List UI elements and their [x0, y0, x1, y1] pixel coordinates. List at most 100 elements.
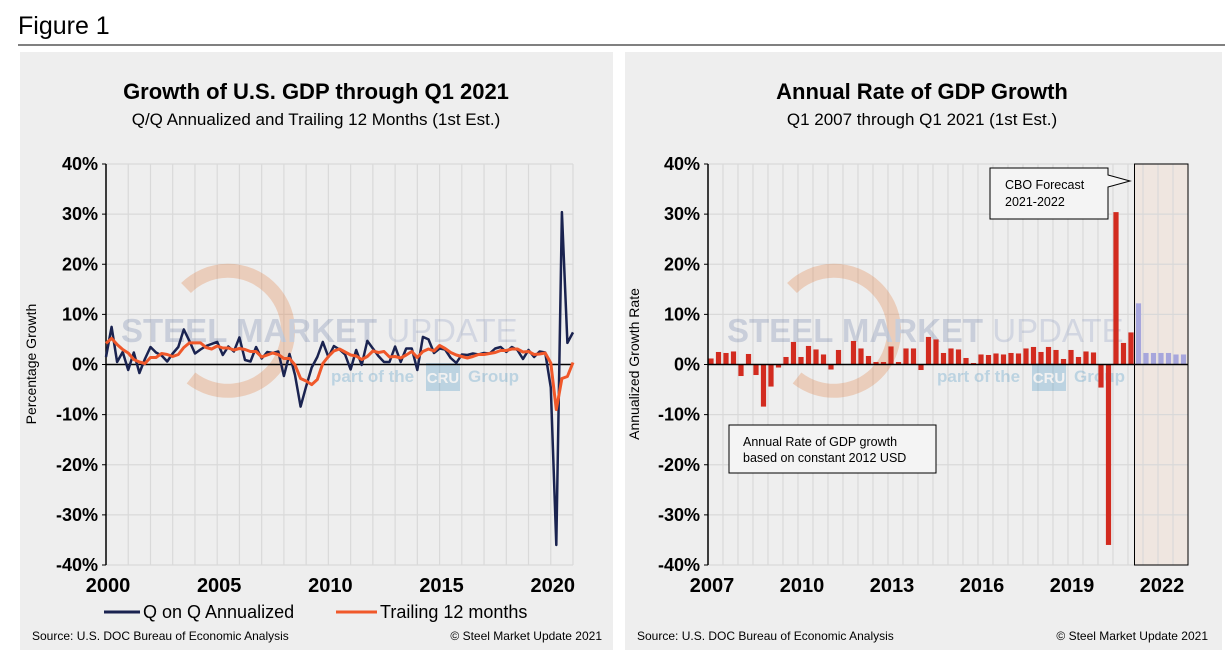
- chart-title: Annual Rate of GDP Growth: [776, 79, 1068, 104]
- bar-forecast: [1158, 352, 1164, 365]
- bar-actual: [880, 361, 887, 365]
- bar-actual: [760, 364, 767, 407]
- bar-actual: [1105, 364, 1112, 545]
- bar-actual: [1060, 358, 1067, 365]
- legend-label-qoq: Q on Q Annualized: [143, 602, 294, 622]
- bar-actual: [903, 348, 909, 365]
- x-tick-label: 2016: [960, 575, 1005, 597]
- source-note: Source: U.S. DOC Bureau of Economic Anal…: [637, 629, 894, 643]
- watermark-text: STEEL MARKET UPDATE: [121, 312, 518, 349]
- watermark-text: STEEL MARKET UPDATE: [727, 312, 1124, 349]
- right-chart-panel: Annual Rate of GDP Growth Q1 2007 throug…: [625, 52, 1222, 650]
- annotation-box: [728, 424, 937, 474]
- panel-background: [20, 52, 613, 650]
- bar-actual: [1030, 346, 1037, 365]
- bar-forecast: [1135, 303, 1142, 365]
- watermark-text: CRU: [427, 370, 460, 387]
- bar-actual: [970, 362, 977, 365]
- bar-actual: [850, 340, 857, 365]
- bar-actual: [978, 354, 984, 365]
- figure-label: Figure 1: [18, 12, 110, 40]
- copyright-note: © Steel Market Update 2021: [450, 629, 602, 643]
- y-tick-label: 10%: [664, 304, 700, 324]
- bar-actual: [1015, 353, 1022, 365]
- annotation-text: based on constant 2012 USD: [743, 451, 906, 465]
- bar-actual: [783, 356, 789, 365]
- x-tick-label: 2013: [870, 575, 915, 597]
- y-tick-label: -10%: [56, 405, 98, 425]
- bar-actual: [768, 364, 774, 387]
- bar-actual: [715, 351, 722, 365]
- bar-actual: [1008, 352, 1014, 365]
- bar-actual: [1098, 364, 1104, 388]
- bar-actual: [963, 357, 969, 365]
- bar-actual: [910, 348, 917, 365]
- x-tick-label: 2022: [1140, 575, 1185, 597]
- x-tick-label: 2015: [419, 575, 464, 597]
- copyright-note: © Steel Market Update 2021: [1056, 629, 1208, 643]
- series-line-trailing: [105, 336, 575, 412]
- y-axis-label: Percentage Growth: [23, 304, 39, 425]
- bar-actual: [858, 348, 864, 365]
- bar-actual: [723, 352, 729, 365]
- bar-actual: [888, 346, 894, 365]
- watermark-text: part of the: [331, 367, 414, 386]
- plot-area: 40% 30% 20% 10% 0% -10% -20% -30% -40% STEEL MARK…: [658, 154, 1189, 597]
- bar-actual: [1083, 351, 1089, 365]
- source-note: Source: U.S. DOC Bureau of Economic Anal…: [32, 629, 289, 643]
- bar-actual: [1023, 348, 1029, 365]
- x-tick-label: 2019: [1050, 575, 1095, 597]
- bar-actual: [753, 364, 759, 376]
- y-tick-label: -30%: [658, 505, 700, 525]
- bar-actual: [895, 361, 902, 365]
- bar-actual: [790, 341, 797, 365]
- x-tick-label: 2010: [780, 575, 825, 597]
- bar-actual: [798, 356, 804, 365]
- bar-actual: [1045, 346, 1052, 365]
- bar-forecast: [1143, 352, 1149, 365]
- forecast-callout-text: 2021-2022: [1005, 195, 1065, 209]
- bar-actual: [940, 352, 947, 365]
- bar-actual: [948, 348, 954, 365]
- y-tick-label: 0%: [72, 355, 98, 375]
- chart-title: Growth of U.S. GDP through Q1 2021: [123, 79, 509, 104]
- forecast-callout: [989, 167, 1132, 220]
- bar-actual: [955, 349, 962, 365]
- y-tick-label: 40%: [664, 154, 700, 174]
- bar-actual: [1053, 349, 1059, 365]
- bar-actual: [933, 339, 939, 365]
- chart-subtitle: Q1 2007 through Q1 2021 (1st Est.): [787, 110, 1057, 129]
- bar-actual: [805, 345, 812, 365]
- bar-forecast: [1173, 354, 1179, 365]
- y-tick-label: -20%: [658, 455, 700, 475]
- y-tick-label: 30%: [62, 204, 98, 224]
- watermark-text: part of the: [937, 367, 1020, 386]
- watermark-badge: [426, 363, 460, 391]
- bar-actual: [835, 349, 842, 365]
- y-tick-label: -20%: [56, 455, 98, 475]
- x-tick-label: 2005: [197, 575, 242, 597]
- y-tick-label: -30%: [56, 505, 98, 525]
- bar-actual: [813, 349, 819, 365]
- bar-actual: [1090, 352, 1097, 365]
- y-tick-label: 0%: [674, 355, 700, 375]
- bar-actual: [820, 354, 827, 365]
- chart-subtitle: Q/Q Annualized and Trailing 12 Months (1…: [132, 110, 501, 129]
- bar-forecast: [1150, 352, 1157, 365]
- left-chart-panel: Growth of U.S. GDP through Q1 2021 Q/Q A…: [20, 52, 613, 650]
- bar-forecast: [1165, 352, 1172, 365]
- bar-actual: [985, 354, 992, 365]
- plot-area: 40% 30% 20% 10% 0% -10% -20% -30% -40% STEEL MARK…: [56, 154, 575, 597]
- bar-forecast: [1180, 354, 1187, 365]
- bar-actual: [1128, 332, 1134, 365]
- bar-actual: [708, 358, 714, 365]
- bar-actual: [1113, 212, 1119, 365]
- legend-label-trailing: Trailing 12 months: [380, 602, 527, 622]
- bar-actual: [865, 355, 872, 365]
- x-tick-label: 2020: [531, 575, 576, 597]
- bar-actual: [738, 364, 744, 377]
- bar-actual: [918, 364, 924, 371]
- bar-actual: [775, 364, 782, 368]
- watermark-swoosh: [787, 263, 902, 398]
